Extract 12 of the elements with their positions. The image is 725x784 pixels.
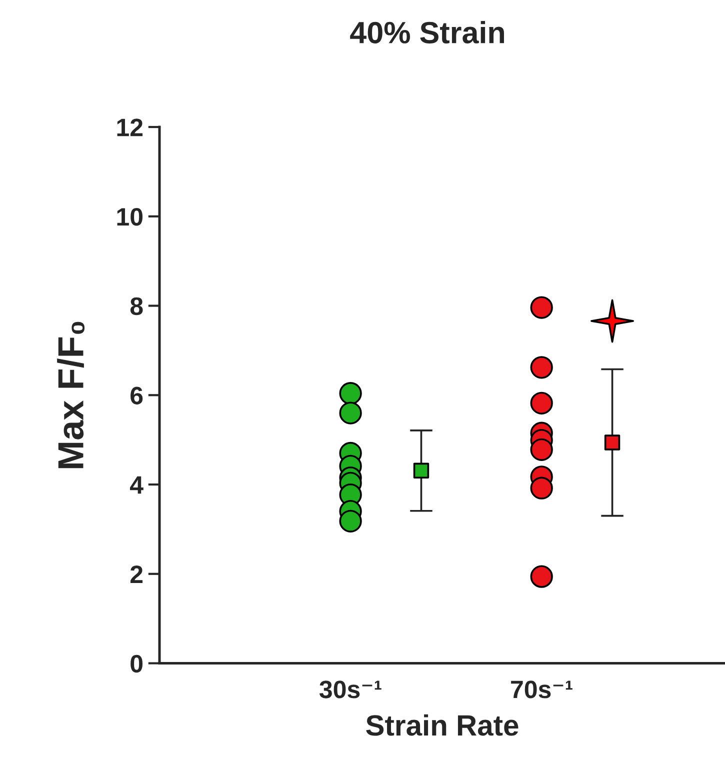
x-axis-title: Strain Rate [366, 714, 518, 736]
y-axis-title: Max F/F₀ [57, 322, 85, 468]
y-tick-label: 8 [130, 297, 143, 316]
chart-title: 40% Strain [350, 21, 504, 44]
y-tick-label: 0 [130, 654, 143, 673]
y-tick-label: 4 [130, 476, 144, 494]
x-tick-label: 70s⁻¹ [511, 680, 572, 698]
y-tick-label: 6 [130, 386, 143, 404]
x-tick-label: 30s⁻¹ [320, 680, 382, 698]
y-tick-label: 10 [117, 208, 143, 226]
y-tick-label: 12 [117, 118, 143, 136]
y-tick-label: 2 [130, 565, 143, 583]
